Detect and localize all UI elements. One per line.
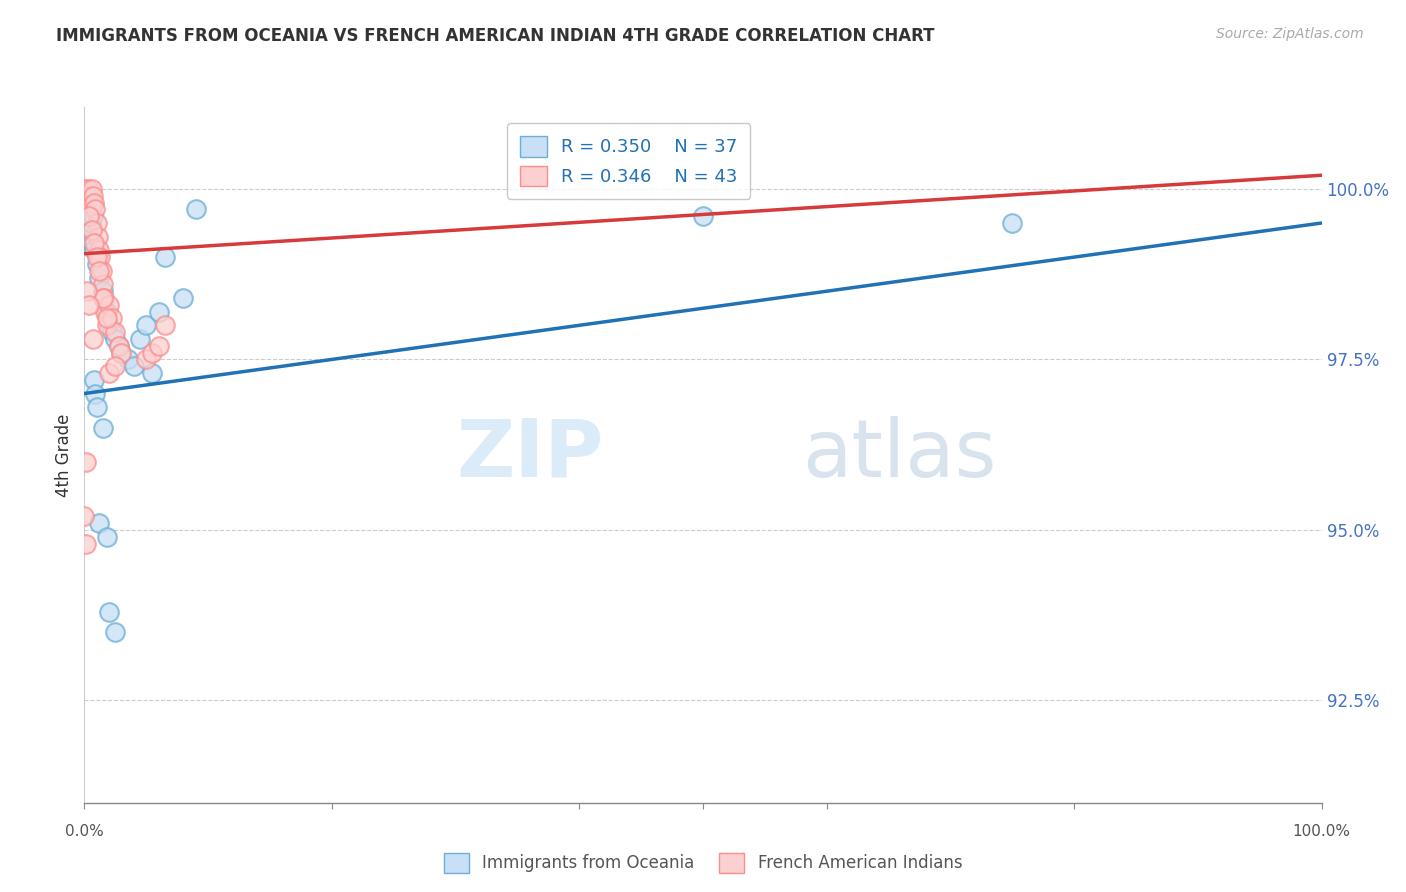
Point — [108, 339, 131, 353]
Point — [79, 298, 101, 312]
Point — [82, 332, 104, 346]
Point — [86, 250, 108, 264]
Point — [87, 229, 110, 244]
Point — [98, 298, 121, 312]
Point — [75, 455, 97, 469]
Point — [80, 182, 103, 196]
Point — [148, 304, 170, 318]
Point — [89, 244, 111, 258]
Point — [89, 516, 111, 530]
Point — [108, 339, 131, 353]
Point — [83, 195, 105, 210]
Point — [110, 345, 132, 359]
Point — [76, 195, 98, 210]
Point — [153, 318, 176, 333]
Point — [86, 216, 108, 230]
Point — [135, 318, 157, 333]
Point — [94, 304, 117, 318]
Point — [79, 229, 101, 244]
Point — [90, 264, 112, 278]
Point — [98, 605, 121, 619]
Point — [83, 236, 105, 251]
Point — [1001, 216, 1024, 230]
Point — [86, 257, 108, 271]
Point — [104, 325, 127, 339]
Point — [104, 359, 127, 374]
Point — [89, 250, 111, 264]
Point — [83, 244, 105, 258]
Point — [98, 366, 121, 380]
Point — [122, 359, 145, 374]
Point — [91, 291, 114, 305]
Point — [104, 625, 127, 640]
Point — [148, 339, 170, 353]
Point — [98, 318, 121, 333]
Point — [100, 311, 122, 326]
Point — [73, 509, 96, 524]
Point — [91, 277, 114, 292]
Point — [73, 182, 96, 196]
Text: 0.0%: 0.0% — [65, 823, 104, 838]
Point — [83, 373, 105, 387]
Point — [73, 216, 96, 230]
Point — [96, 530, 118, 544]
Point — [110, 345, 132, 359]
Point — [172, 291, 194, 305]
Point — [141, 366, 163, 380]
Point — [75, 188, 97, 202]
Point — [135, 352, 157, 367]
Point — [75, 209, 97, 223]
Legend: R = 0.350    N = 37, R = 0.346    N = 43: R = 0.350 N = 37, R = 0.346 N = 43 — [508, 123, 751, 199]
Point — [104, 332, 127, 346]
Point — [76, 223, 98, 237]
Point — [96, 304, 118, 318]
Text: 100.0%: 100.0% — [1292, 823, 1351, 838]
Text: Source: ZipAtlas.com: Source: ZipAtlas.com — [1216, 27, 1364, 41]
Text: IMMIGRANTS FROM OCEANIA VS FRENCH AMERICAN INDIAN 4TH GRADE CORRELATION CHART: IMMIGRANTS FROM OCEANIA VS FRENCH AMERIC… — [56, 27, 935, 45]
Text: ZIP: ZIP — [457, 416, 605, 494]
Point — [79, 188, 101, 202]
Point — [86, 400, 108, 414]
Point — [184, 202, 207, 217]
Legend: Immigrants from Oceania, French American Indians: Immigrants from Oceania, French American… — [437, 847, 969, 880]
Point — [89, 270, 111, 285]
Point — [79, 209, 101, 223]
Point — [117, 352, 139, 367]
Point — [80, 236, 103, 251]
Point — [91, 420, 114, 434]
Point — [100, 325, 122, 339]
Point — [80, 223, 103, 237]
Point — [89, 264, 111, 278]
Point — [153, 250, 176, 264]
Point — [692, 209, 714, 223]
Point — [84, 202, 107, 217]
Point — [84, 386, 107, 401]
Point — [76, 284, 98, 298]
Point — [79, 195, 101, 210]
Point — [141, 345, 163, 359]
Point — [77, 202, 100, 217]
Point — [75, 536, 97, 550]
Point — [129, 332, 152, 346]
Point — [77, 182, 100, 196]
Point — [91, 284, 114, 298]
Point — [96, 318, 118, 333]
Text: atlas: atlas — [801, 416, 997, 494]
Point — [93, 291, 115, 305]
Point — [96, 311, 118, 326]
Point — [79, 216, 101, 230]
Point — [82, 188, 104, 202]
Point — [82, 209, 104, 223]
Y-axis label: 4th Grade: 4th Grade — [55, 413, 73, 497]
